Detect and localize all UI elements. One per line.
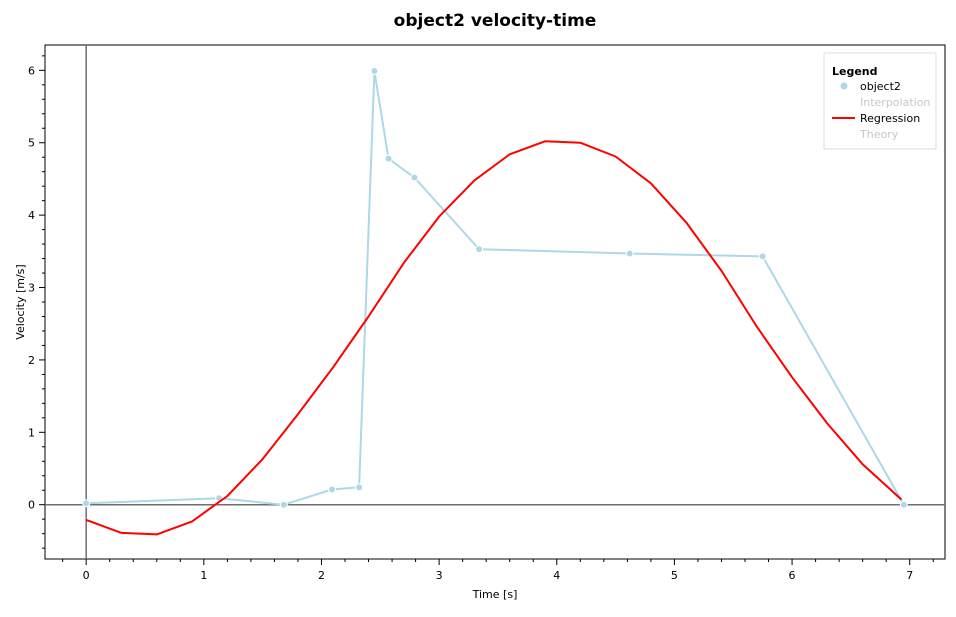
x-tick-label: 1 <box>200 569 207 582</box>
plot-frame <box>44 44 946 560</box>
y-tick-label: 4 <box>28 209 35 222</box>
y-tick-label: 0 <box>28 499 35 512</box>
object2-data-point <box>328 485 337 494</box>
legend-object2-marker <box>840 82 848 90</box>
y-tick-label: 5 <box>28 137 35 150</box>
x-tick-label: 4 <box>553 569 560 582</box>
regression-series-line <box>85 140 903 536</box>
object2-data-point <box>355 483 364 492</box>
legend-box <box>823 52 937 150</box>
object2-data-point <box>279 500 288 509</box>
object2-data-point <box>475 245 484 254</box>
y-tick-label: 1 <box>28 426 35 439</box>
y-tick-label: 2 <box>28 354 35 367</box>
x-tick-label: 6 <box>789 569 796 582</box>
object2-data-point <box>82 499 91 508</box>
object2-data-point <box>384 154 393 163</box>
object2-data-point <box>899 500 908 509</box>
x-tick-label: 2 <box>318 569 325 582</box>
y-tick-label: 3 <box>28 282 35 295</box>
object2-data-point <box>370 67 379 76</box>
legend: Legend object2 Interpolation Regression The… <box>823 52 937 150</box>
object2-data-point <box>410 173 419 182</box>
legend-title: Legend <box>832 65 878 78</box>
y-tick-label: 6 <box>28 64 35 77</box>
legend-theory-label: Theory <box>859 128 899 141</box>
y-axis-label: Velocity [m/s] <box>14 264 27 339</box>
x-tick-label: 7 <box>906 569 913 582</box>
legend-regression-label: Regression <box>860 112 920 125</box>
object2-data-point <box>758 252 767 261</box>
x-axis-label: Time [s] <box>472 588 518 601</box>
x-tick-label: 5 <box>671 569 678 582</box>
object2-series-line <box>86 70 905 506</box>
legend-object2-label: object2 <box>860 80 901 93</box>
x-tick-label: 3 <box>436 569 443 582</box>
legend-interpolation-label: Interpolation <box>860 96 930 109</box>
chart-title: object2 velocity-time <box>394 11 597 31</box>
x-tick-label: 0 <box>83 569 90 582</box>
object2-data-point <box>625 249 634 258</box>
